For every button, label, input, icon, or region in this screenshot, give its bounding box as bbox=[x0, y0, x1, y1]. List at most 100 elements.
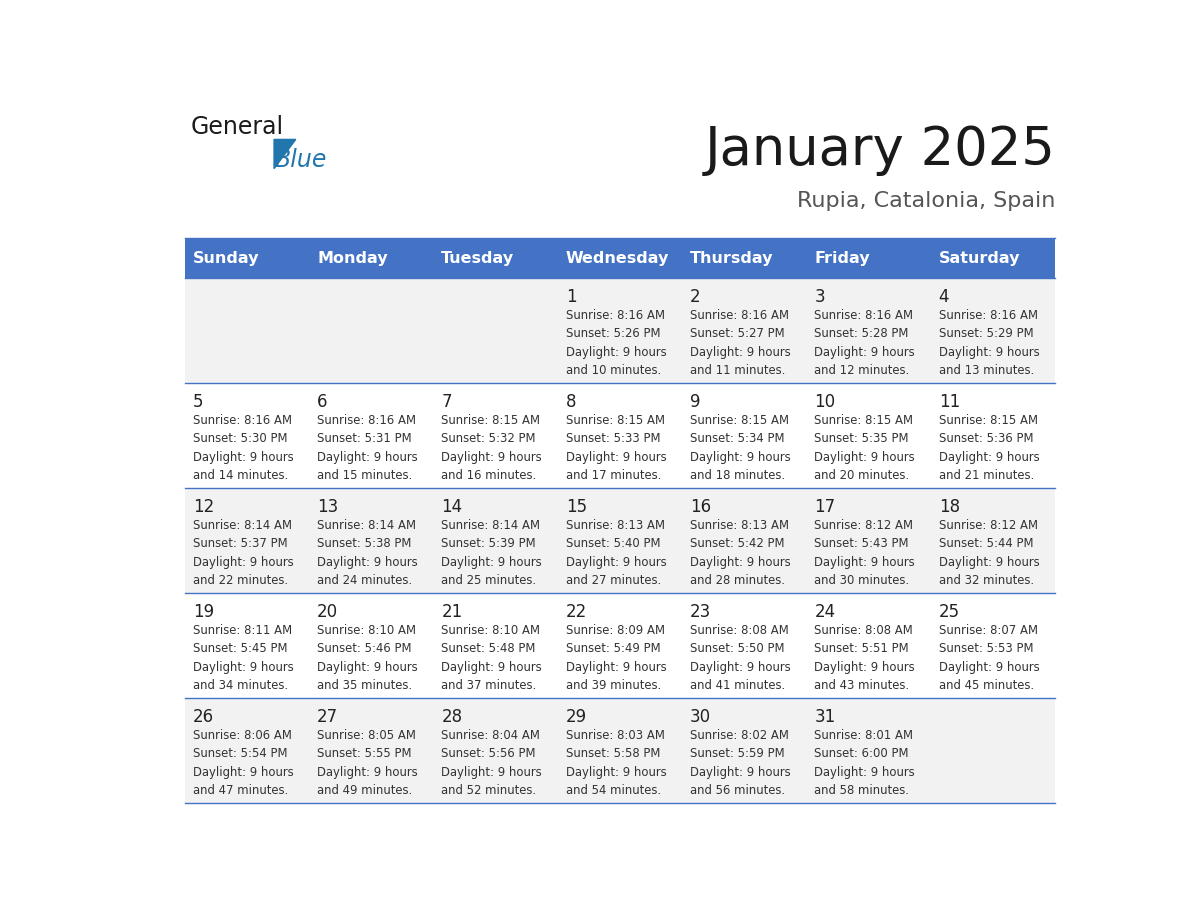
Text: Sunrise: 8:16 AM: Sunrise: 8:16 AM bbox=[317, 414, 416, 427]
Text: Rupia, Catalonia, Spain: Rupia, Catalonia, Spain bbox=[797, 191, 1055, 211]
Text: 29: 29 bbox=[565, 708, 587, 726]
Text: Sunrise: 8:16 AM: Sunrise: 8:16 AM bbox=[939, 308, 1037, 322]
Text: Daylight: 9 hours: Daylight: 9 hours bbox=[690, 766, 791, 778]
Text: Sunset: 5:53 PM: Sunset: 5:53 PM bbox=[939, 643, 1034, 655]
Text: Sunset: 5:58 PM: Sunset: 5:58 PM bbox=[565, 747, 661, 760]
Bar bbox=[185, 698, 1055, 803]
Text: Daylight: 9 hours: Daylight: 9 hours bbox=[192, 451, 293, 464]
Text: and 11 minutes.: and 11 minutes. bbox=[690, 364, 785, 377]
Text: Sunset: 5:50 PM: Sunset: 5:50 PM bbox=[690, 643, 784, 655]
Text: 24: 24 bbox=[814, 603, 835, 621]
Text: Sunrise: 8:16 AM: Sunrise: 8:16 AM bbox=[690, 308, 789, 322]
Text: and 22 minutes.: and 22 minutes. bbox=[192, 574, 287, 587]
Text: Daylight: 9 hours: Daylight: 9 hours bbox=[192, 766, 293, 778]
Text: Thursday: Thursday bbox=[690, 251, 773, 265]
Text: Sunrise: 8:15 AM: Sunrise: 8:15 AM bbox=[690, 414, 789, 427]
Text: Sunset: 5:54 PM: Sunset: 5:54 PM bbox=[192, 747, 287, 760]
Text: and 41 minutes.: and 41 minutes. bbox=[690, 679, 785, 692]
Text: 4: 4 bbox=[939, 288, 949, 306]
Text: Sunrise: 8:06 AM: Sunrise: 8:06 AM bbox=[192, 729, 291, 742]
Text: Sunrise: 8:10 AM: Sunrise: 8:10 AM bbox=[317, 624, 416, 637]
Text: 10: 10 bbox=[814, 393, 835, 411]
Text: and 56 minutes.: and 56 minutes. bbox=[690, 784, 785, 797]
Text: Daylight: 9 hours: Daylight: 9 hours bbox=[565, 345, 666, 359]
Text: and 25 minutes.: and 25 minutes. bbox=[441, 574, 537, 587]
Text: and 30 minutes.: and 30 minutes. bbox=[814, 574, 910, 587]
Text: and 28 minutes.: and 28 minutes. bbox=[690, 574, 785, 587]
Text: and 15 minutes.: and 15 minutes. bbox=[317, 469, 412, 482]
Text: 9: 9 bbox=[690, 393, 701, 411]
Text: 7: 7 bbox=[441, 393, 451, 411]
Text: Sunset: 5:36 PM: Sunset: 5:36 PM bbox=[939, 432, 1034, 445]
Text: Friday: Friday bbox=[814, 251, 870, 265]
Text: Sunrise: 8:05 AM: Sunrise: 8:05 AM bbox=[317, 729, 416, 742]
Text: Sunset: 5:33 PM: Sunset: 5:33 PM bbox=[565, 432, 661, 445]
Text: and 12 minutes.: and 12 minutes. bbox=[814, 364, 910, 377]
Text: and 21 minutes.: and 21 minutes. bbox=[939, 469, 1034, 482]
Text: Sunrise: 8:14 AM: Sunrise: 8:14 AM bbox=[317, 519, 416, 532]
Bar bbox=[185, 383, 1055, 488]
Text: Sunset: 5:39 PM: Sunset: 5:39 PM bbox=[441, 537, 536, 550]
Text: Sunset: 5:40 PM: Sunset: 5:40 PM bbox=[565, 537, 661, 550]
Text: and 24 minutes.: and 24 minutes. bbox=[317, 574, 412, 587]
Text: 19: 19 bbox=[192, 603, 214, 621]
Text: Sunrise: 8:13 AM: Sunrise: 8:13 AM bbox=[690, 519, 789, 532]
Text: 27: 27 bbox=[317, 708, 339, 726]
Text: and 14 minutes.: and 14 minutes. bbox=[192, 469, 287, 482]
Polygon shape bbox=[274, 140, 296, 169]
Text: Daylight: 9 hours: Daylight: 9 hours bbox=[814, 766, 915, 778]
Text: Daylight: 9 hours: Daylight: 9 hours bbox=[690, 555, 791, 568]
Text: Daylight: 9 hours: Daylight: 9 hours bbox=[939, 555, 1040, 568]
Text: Sunset: 5:43 PM: Sunset: 5:43 PM bbox=[814, 537, 909, 550]
Text: Sunset: 5:49 PM: Sunset: 5:49 PM bbox=[565, 643, 661, 655]
Text: 14: 14 bbox=[441, 498, 462, 516]
Text: 28: 28 bbox=[441, 708, 462, 726]
Text: Daylight: 9 hours: Daylight: 9 hours bbox=[565, 766, 666, 778]
Text: Sunrise: 8:01 AM: Sunrise: 8:01 AM bbox=[814, 729, 914, 742]
Text: 21: 21 bbox=[441, 603, 462, 621]
Text: Daylight: 9 hours: Daylight: 9 hours bbox=[565, 451, 666, 464]
Text: 5: 5 bbox=[192, 393, 203, 411]
Text: Daylight: 9 hours: Daylight: 9 hours bbox=[690, 451, 791, 464]
Text: Daylight: 9 hours: Daylight: 9 hours bbox=[565, 661, 666, 674]
Text: Sunrise: 8:12 AM: Sunrise: 8:12 AM bbox=[814, 519, 914, 532]
Text: Sunrise: 8:16 AM: Sunrise: 8:16 AM bbox=[814, 308, 914, 322]
Text: Sunset: 5:34 PM: Sunset: 5:34 PM bbox=[690, 432, 784, 445]
Text: Sunset: 6:00 PM: Sunset: 6:00 PM bbox=[814, 747, 909, 760]
Text: 30: 30 bbox=[690, 708, 712, 726]
Text: Sunset: 5:29 PM: Sunset: 5:29 PM bbox=[939, 327, 1034, 341]
Text: 3: 3 bbox=[814, 288, 824, 306]
Text: 1: 1 bbox=[565, 288, 576, 306]
Text: Daylight: 9 hours: Daylight: 9 hours bbox=[939, 661, 1040, 674]
Text: Daylight: 9 hours: Daylight: 9 hours bbox=[441, 451, 542, 464]
Text: Daylight: 9 hours: Daylight: 9 hours bbox=[441, 555, 542, 568]
Text: Sunrise: 8:03 AM: Sunrise: 8:03 AM bbox=[565, 729, 664, 742]
Text: Monday: Monday bbox=[317, 251, 387, 265]
Text: 18: 18 bbox=[939, 498, 960, 516]
Text: 23: 23 bbox=[690, 603, 712, 621]
Text: Sunset: 5:56 PM: Sunset: 5:56 PM bbox=[441, 747, 536, 760]
Text: Sunrise: 8:02 AM: Sunrise: 8:02 AM bbox=[690, 729, 789, 742]
Text: 13: 13 bbox=[317, 498, 339, 516]
Text: and 35 minutes.: and 35 minutes. bbox=[317, 679, 412, 692]
Text: 15: 15 bbox=[565, 498, 587, 516]
Text: and 54 minutes.: and 54 minutes. bbox=[565, 784, 661, 797]
Text: Sunrise: 8:08 AM: Sunrise: 8:08 AM bbox=[690, 624, 789, 637]
Text: Sunset: 5:30 PM: Sunset: 5:30 PM bbox=[192, 432, 287, 445]
Text: Sunrise: 8:09 AM: Sunrise: 8:09 AM bbox=[565, 624, 664, 637]
Text: 2: 2 bbox=[690, 288, 701, 306]
Text: Sunset: 5:27 PM: Sunset: 5:27 PM bbox=[690, 327, 784, 341]
Text: Daylight: 9 hours: Daylight: 9 hours bbox=[441, 766, 542, 778]
Text: 22: 22 bbox=[565, 603, 587, 621]
Text: Blue: Blue bbox=[274, 148, 327, 172]
Text: Sunset: 5:32 PM: Sunset: 5:32 PM bbox=[441, 432, 536, 445]
Text: and 49 minutes.: and 49 minutes. bbox=[317, 784, 412, 797]
Text: 6: 6 bbox=[317, 393, 328, 411]
Text: Sunrise: 8:15 AM: Sunrise: 8:15 AM bbox=[441, 414, 541, 427]
Text: Sunrise: 8:14 AM: Sunrise: 8:14 AM bbox=[441, 519, 541, 532]
Text: 17: 17 bbox=[814, 498, 835, 516]
Text: and 43 minutes.: and 43 minutes. bbox=[814, 679, 910, 692]
Bar bbox=[185, 238, 1055, 278]
Text: and 39 minutes.: and 39 minutes. bbox=[565, 679, 661, 692]
Text: and 10 minutes.: and 10 minutes. bbox=[565, 364, 661, 377]
